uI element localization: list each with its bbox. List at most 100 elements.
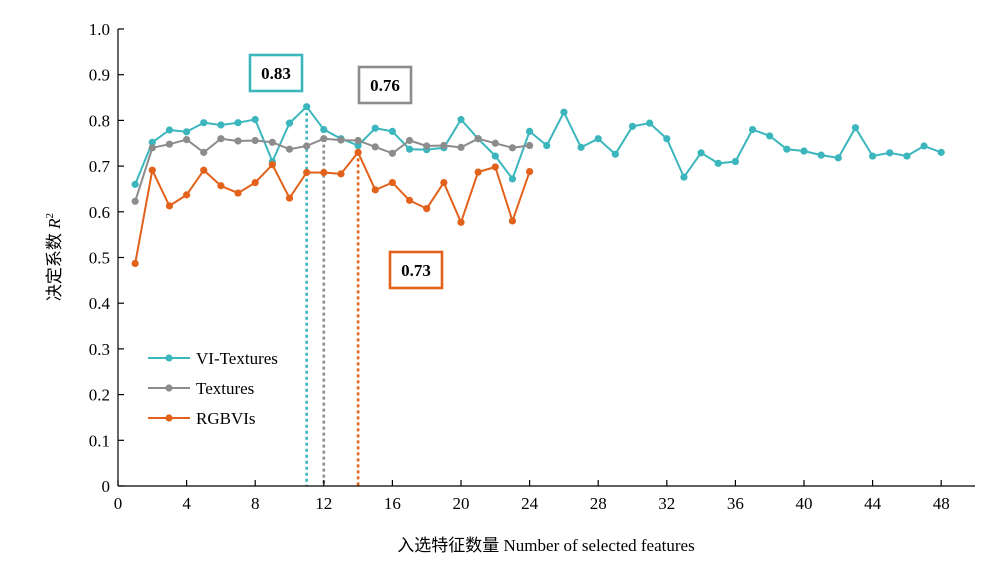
legend: VI-Textures Textures RGBVIs: [148, 349, 278, 428]
data-point: [320, 125, 328, 134]
data-point: [303, 142, 311, 150]
data-point: [766, 132, 774, 140]
data-point: [920, 142, 928, 150]
data-point: [423, 205, 431, 213]
y-tick-label: 0.5: [89, 249, 110, 268]
data-point: [491, 139, 499, 147]
data-point: [320, 135, 328, 143]
y-tick-label: 0.4: [89, 294, 111, 313]
series-textures: [131, 135, 534, 205]
data-point: [457, 143, 465, 151]
y-tick-label: 0.6: [89, 203, 110, 222]
data-point: [371, 124, 379, 132]
callout-label: 0.83: [261, 64, 291, 83]
data-point: [508, 217, 517, 225]
data-point: [508, 144, 517, 152]
x-tick-label: 44: [864, 494, 882, 513]
data-point: [200, 166, 208, 174]
data-point: [423, 142, 431, 150]
callout-label: 0.76: [370, 76, 400, 95]
data-point: [783, 145, 791, 153]
data-point: [234, 137, 242, 145]
data-point: [491, 152, 499, 160]
data-point: [388, 127, 396, 135]
data-point: [663, 135, 671, 143]
data-point: [217, 135, 225, 143]
data-point: [646, 119, 654, 127]
legend-item: VI-Textures: [148, 349, 278, 368]
callout-label: 0.73: [401, 261, 431, 280]
data-point: [594, 135, 602, 143]
legend-label: VI-Textures: [196, 349, 278, 368]
data-point: [680, 173, 688, 181]
x-tick-label: 16: [384, 494, 401, 513]
x-tick-label: 8: [251, 494, 260, 513]
data-point: [440, 141, 448, 150]
data-point: [148, 138, 156, 146]
data-point: [697, 149, 705, 157]
data-point: [131, 180, 139, 188]
data-point: [474, 135, 482, 143]
data-point: [165, 126, 174, 134]
data-point: [354, 148, 362, 156]
y-tick-label: 0.1: [89, 431, 110, 450]
data-point: [560, 108, 568, 116]
data-point: [371, 186, 379, 194]
data-point: [303, 168, 311, 177]
data-point: [183, 191, 191, 199]
legend-marker: [165, 414, 173, 422]
x-tick-label: 4: [182, 494, 191, 513]
data-point: [371, 143, 379, 151]
data-point: [440, 178, 448, 187]
data-point: [251, 115, 259, 124]
x-tick-label: 40: [796, 494, 813, 513]
data-point: [851, 124, 860, 132]
data-point: [526, 167, 534, 176]
callout-border: [248, 53, 304, 93]
data-point: [148, 166, 156, 174]
x-tick-label: 20: [453, 494, 470, 513]
legend-item: RGBVIs: [148, 409, 256, 428]
data-point: [405, 145, 414, 153]
series-rgbvis: [131, 148, 534, 268]
data-point: [268, 138, 276, 146]
data-point: [251, 136, 259, 145]
y-tick-label: 0.8: [89, 111, 110, 130]
x-tick-label: 32: [658, 494, 675, 513]
data-point: [200, 119, 208, 127]
data-point: [903, 152, 911, 160]
y-axis-ticks: 0 0.1 0.2 0.3 0.4 0.5 0.6 0.7 0.8 0.9 1.0: [89, 20, 124, 496]
y-axis-title-superscript: 2: [44, 213, 56, 219]
legend-label: Textures: [196, 379, 254, 398]
y-tick-label: 0.2: [89, 386, 110, 405]
x-tick-label: 12: [315, 494, 332, 513]
x-tick-label: 24: [521, 494, 539, 513]
legend-label: RGBVIs: [196, 409, 256, 428]
data-point: [320, 168, 328, 177]
legend-marker: [165, 354, 173, 362]
y-axis-title: 决定系数 R2: [44, 213, 64, 301]
x-tick-label: 36: [727, 494, 744, 513]
x-tick-label: 0: [114, 494, 123, 513]
data-point: [354, 141, 362, 150]
data-point: [200, 148, 208, 156]
callout-border: [388, 250, 444, 290]
legend-item: Textures: [148, 379, 254, 398]
data-point: [543, 141, 551, 150]
reference-lines: [305, 106, 360, 486]
data-point: [354, 136, 362, 145]
data-point: [748, 125, 757, 134]
data-point: [165, 140, 174, 148]
legend-marker: [165, 384, 173, 392]
data-point: [303, 103, 311, 111]
callout-box: 0.83: [248, 53, 304, 93]
data-point: [800, 147, 808, 155]
data-point: [731, 157, 740, 166]
callout-border: [357, 65, 413, 105]
callout-box: 0.76: [357, 65, 413, 105]
data-point: [714, 159, 722, 167]
y-axis-title-symbol: R: [45, 218, 64, 230]
data-point: [611, 150, 619, 158]
data-point: [474, 168, 482, 176]
